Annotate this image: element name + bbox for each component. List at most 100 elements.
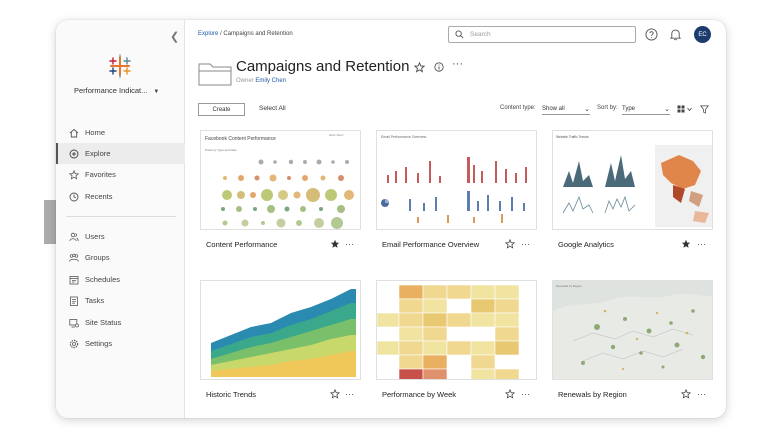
thumb-subtitle: Posts by Type and Date bbox=[205, 148, 237, 152]
schedules-icon bbox=[68, 274, 79, 285]
card-thumbnail-content-performance[interactable]: Facebook Content Performance Posts by Ty… bbox=[200, 130, 361, 230]
sidebar: ❮ Performance Indicat... ▼ Home bbox=[56, 20, 185, 418]
sidebar-item-label: Groups bbox=[85, 253, 110, 262]
card-more-icon[interactable]: ··· bbox=[521, 239, 530, 249]
card-title[interactable]: Google Analytics bbox=[558, 240, 614, 249]
sidebar-item-users[interactable]: Users bbox=[56, 226, 185, 247]
sidebar-item-schedules[interactable]: Schedules bbox=[56, 269, 185, 290]
app-window: ❮ Performance Indicat... ▼ Home bbox=[56, 20, 726, 418]
search-placeholder: Search bbox=[470, 31, 491, 38]
sort-by-label: Sort by: bbox=[597, 105, 618, 111]
sidebar-item-favorites[interactable]: Favorites bbox=[56, 164, 185, 185]
card-more-icon[interactable]: ··· bbox=[697, 239, 706, 249]
bar-chart-thumbnail: Email Performance Overview bbox=[381, 135, 527, 223]
favorite-star-icon[interactable] bbox=[681, 389, 691, 399]
sidebar-item-label: Settings bbox=[85, 339, 113, 348]
heatmap-thumbnail bbox=[377, 281, 536, 379]
favorite-star-icon[interactable] bbox=[505, 239, 515, 249]
filter-icon[interactable] bbox=[700, 105, 709, 114]
content-type-label: Content type: bbox=[500, 105, 536, 111]
create-button[interactable]: Create bbox=[198, 103, 245, 116]
bubble-chart-thumbnail: Facebook Content Performance Posts by Ty… bbox=[205, 134, 354, 229]
sidebar-item-settings[interactable]: Settings bbox=[56, 333, 185, 354]
collapse-sidebar-icon[interactable]: ❮ bbox=[170, 31, 180, 43]
thumb-title: Website Traffic Trends bbox=[556, 135, 589, 139]
card-more-icon[interactable]: ··· bbox=[697, 389, 706, 399]
sidebar-item-explore[interactable]: Explore bbox=[56, 143, 185, 164]
favorite-star-icon[interactable] bbox=[330, 389, 340, 399]
traffic-map-thumbnail: Website Traffic Trends bbox=[556, 135, 712, 227]
breadcrumb-explore-link[interactable]: Explore bbox=[198, 31, 219, 37]
card-thumbnail-performance-by-week[interactable] bbox=[376, 280, 537, 380]
breadcrumb-separator: / bbox=[220, 31, 222, 37]
chevron-down-icon: ⌄ bbox=[584, 105, 590, 113]
card-more-icon[interactable]: ··· bbox=[345, 239, 354, 249]
sidebar-item-label: Home bbox=[85, 128, 106, 137]
owner-label: Owner bbox=[236, 78, 254, 84]
card-thumbnail-email-performance-overview[interactable]: Email Performance Overview bbox=[376, 130, 537, 230]
users-icon bbox=[68, 231, 79, 242]
content-type-value: Show all bbox=[542, 105, 565, 112]
breadcrumb: Explore / Campaigns and Retention bbox=[198, 31, 293, 37]
card-title[interactable]: Renewals by Region bbox=[558, 390, 627, 399]
sidebar-item-label: Users bbox=[85, 232, 105, 241]
help-icon[interactable] bbox=[645, 28, 658, 41]
notification-bell-icon[interactable] bbox=[669, 28, 682, 41]
folder-icon bbox=[198, 63, 232, 86]
breadcrumb-current: Campaigns and Retention bbox=[223, 31, 293, 37]
search-input[interactable]: Search bbox=[448, 26, 636, 43]
thumb-title: Renewals by Region bbox=[556, 284, 582, 288]
site-selector[interactable]: Performance Indicat... ▼ bbox=[74, 86, 159, 95]
card-thumbnail-renewals-by-region[interactable]: Renewals by Region bbox=[552, 280, 713, 380]
star-icon bbox=[68, 169, 79, 180]
card-thumbnail-historic-trends[interactable] bbox=[200, 280, 361, 380]
thumb-note: Metric Select bbox=[329, 134, 344, 137]
sidebar-item-label: Tasks bbox=[85, 296, 105, 305]
site-name: Performance Indicat... bbox=[74, 86, 148, 95]
avatar-initials: EC bbox=[698, 31, 707, 38]
sidebar-item-recents[interactable]: Recents bbox=[56, 186, 185, 207]
sidebar-item-label: Site Status bbox=[85, 318, 122, 327]
card-title[interactable]: Historic Trends bbox=[206, 390, 257, 399]
sidebar-item-home[interactable]: Home bbox=[56, 122, 185, 143]
search-icon bbox=[455, 30, 464, 39]
thumb-title: Facebook Content Performance bbox=[205, 136, 276, 142]
explore-icon bbox=[68, 148, 79, 159]
card-title[interactable]: Performance by Week bbox=[382, 390, 457, 399]
area-chart-thumbnail bbox=[211, 289, 356, 377]
more-actions-icon[interactable]: ··· bbox=[452, 58, 463, 70]
select-all-button[interactable]: Select All bbox=[259, 105, 286, 112]
card-title[interactable]: Content Performance bbox=[206, 240, 278, 249]
favorite-star-icon[interactable] bbox=[505, 389, 515, 399]
card-title[interactable]: Email Performance Overview bbox=[382, 240, 480, 249]
tableau-logo-icon bbox=[109, 54, 131, 78]
caret-down-icon: ▼ bbox=[153, 89, 160, 95]
gear-icon bbox=[68, 338, 79, 349]
owner-line: Owner Emily Chen bbox=[236, 78, 286, 84]
content-type-select[interactable]: Show all ⌄ bbox=[542, 103, 590, 115]
home-icon bbox=[68, 127, 79, 138]
favorite-star-filled-icon[interactable] bbox=[681, 239, 691, 249]
sidebar-divider bbox=[66, 216, 176, 217]
sort-by-select[interactable]: Type ⌄ bbox=[622, 103, 670, 115]
sidebar-item-groups[interactable]: Groups bbox=[56, 247, 185, 268]
card-more-icon[interactable]: ··· bbox=[345, 389, 354, 399]
tasks-icon bbox=[68, 295, 79, 306]
thumb-title: Email Performance Overview bbox=[381, 135, 427, 139]
sidebar-item-tasks[interactable]: Tasks bbox=[56, 290, 185, 311]
avatar[interactable]: EC bbox=[694, 26, 711, 43]
card-thumbnail-google-analytics[interactable]: Website Traffic Trends bbox=[552, 130, 713, 230]
grid-view-icon[interactable] bbox=[677, 105, 693, 114]
info-icon[interactable] bbox=[434, 62, 444, 72]
favorite-star-icon[interactable] bbox=[414, 62, 425, 73]
card-more-icon[interactable]: ··· bbox=[521, 389, 530, 399]
favorite-star-filled-icon[interactable] bbox=[330, 239, 340, 249]
sort-by-value: Type bbox=[622, 105, 636, 112]
owner-link[interactable]: Emily Chen bbox=[255, 78, 287, 84]
sidebar-item-site-status[interactable]: Site Status bbox=[56, 312, 185, 333]
sidebar-item-label: Favorites bbox=[85, 170, 116, 179]
site-status-icon bbox=[68, 317, 79, 328]
clock-icon bbox=[68, 191, 79, 202]
page-title: Campaigns and Retention bbox=[236, 58, 410, 75]
groups-icon bbox=[68, 252, 79, 263]
